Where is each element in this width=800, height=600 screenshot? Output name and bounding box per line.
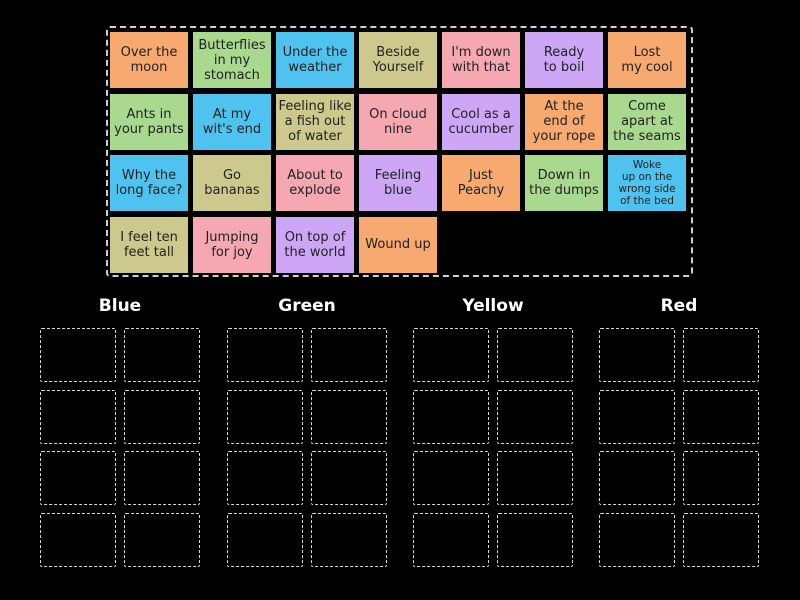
drop-slot-yellow[interactable]: [497, 328, 573, 382]
phrase-card[interactable]: Feeling like a fish out of water: [276, 93, 354, 150]
phrase-card[interactable]: Woke up on the wrong side of the bed: [608, 155, 686, 211]
drop-slot-blue[interactable]: [40, 451, 116, 505]
drop-slot-green[interactable]: [311, 512, 387, 567]
card-pool: Over the moon Butterflies in my stomach Un…: [106, 26, 693, 277]
drop-slot-red[interactable]: [683, 389, 759, 444]
drop-slot-red[interactable]: [599, 389, 675, 444]
phrase-card[interactable]: At the end of your rope: [525, 93, 603, 150]
drop-slot-yellow[interactable]: [413, 389, 489, 444]
phrase-card[interactable]: On cloud nine: [359, 93, 437, 150]
phrase-card[interactable]: Lost my cool: [608, 32, 686, 88]
phrase-card[interactable]: Over the moon: [110, 32, 188, 88]
drop-slot-yellow[interactable]: [497, 451, 573, 505]
drop-slot-blue[interactable]: [124, 328, 200, 382]
drop-slot-green[interactable]: [227, 389, 303, 444]
drop-slot-blue[interactable]: [124, 512, 200, 567]
phrase-card[interactable]: Ready to boil: [525, 32, 603, 88]
phrase-card[interactable]: I'm down with that: [442, 32, 520, 88]
phrase-card[interactable]: Beside Yourself: [359, 32, 437, 88]
phrase-card[interactable]: Just Peachy: [442, 155, 520, 211]
group-title-blue: Blue: [98, 296, 142, 316]
phrase-card[interactable]: Cool as a cucumber: [442, 93, 520, 150]
drop-slot-yellow[interactable]: [413, 451, 489, 505]
drop-slot-blue[interactable]: [40, 512, 116, 567]
phrase-card[interactable]: On top of the world: [276, 216, 354, 273]
drop-slot-green[interactable]: [227, 328, 303, 382]
phrase-card[interactable]: Down in the dumps: [525, 155, 603, 211]
drop-slot-yellow[interactable]: [497, 389, 573, 444]
phrase-card[interactable]: Under the weather: [276, 32, 354, 88]
phrase-card[interactable]: Why the long face?: [110, 155, 188, 211]
drop-slot-green[interactable]: [227, 512, 303, 567]
group-title-red: Red: [660, 296, 698, 316]
drop-slot-green[interactable]: [311, 328, 387, 382]
phrase-card[interactable]: At my wit's end: [193, 93, 271, 150]
drop-slot-red[interactable]: [599, 328, 675, 382]
drop-slot-green[interactable]: [311, 451, 387, 505]
drop-slot-red[interactable]: [683, 512, 759, 567]
drop-slot-yellow[interactable]: [413, 328, 489, 382]
drop-slot-red[interactable]: [599, 512, 675, 567]
drop-slot-red[interactable]: [683, 328, 759, 382]
phrase-card[interactable]: Wound up: [359, 216, 437, 273]
drop-slot-blue[interactable]: [124, 389, 200, 444]
phrase-card[interactable]: Butterflies in my stomach: [193, 32, 271, 88]
drop-slot-red[interactable]: [599, 451, 675, 505]
drop-slot-yellow[interactable]: [413, 512, 489, 567]
phrase-card[interactable]: Feeling blue: [359, 155, 437, 211]
group-title-green: Green: [278, 296, 336, 316]
phrase-card[interactable]: About to explode: [276, 155, 354, 211]
drop-slot-blue[interactable]: [40, 328, 116, 382]
drop-slot-red[interactable]: [683, 451, 759, 505]
phrase-card[interactable]: Go bananas: [193, 155, 271, 211]
phrase-card[interactable]: Jumping for joy: [193, 216, 271, 273]
phrase-card[interactable]: Come apart at the seams: [608, 93, 686, 150]
drop-slot-yellow[interactable]: [497, 512, 573, 567]
drop-slot-green[interactable]: [311, 389, 387, 444]
drop-slot-blue[interactable]: [40, 389, 116, 444]
phrase-card[interactable]: I feel ten feet tall: [110, 216, 188, 273]
phrase-card[interactable]: Ants in your pants: [110, 93, 188, 150]
drop-slot-green[interactable]: [227, 451, 303, 505]
group-title-yellow: Yellow: [462, 296, 524, 316]
drop-slot-blue[interactable]: [124, 451, 200, 505]
